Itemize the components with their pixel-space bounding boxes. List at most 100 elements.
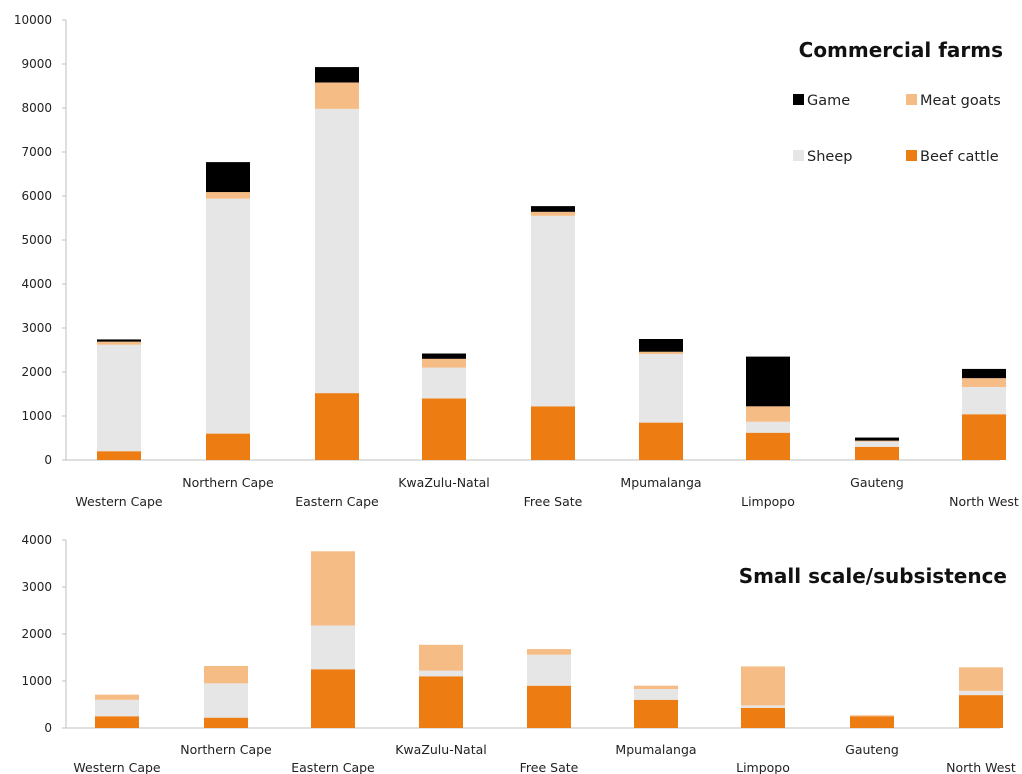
chart1-category-label: Gauteng — [850, 475, 904, 490]
chart1-bar-meat-goats — [531, 211, 575, 216]
chart2-bar-meat-goats — [419, 644, 463, 671]
chart2-category-label: Mpumalanga — [615, 742, 696, 757]
chart1-category-label: KwaZulu-Natal — [398, 475, 490, 490]
chart1-bar-meat-goats — [97, 341, 141, 345]
chart2-category-label: Western Cape — [73, 760, 161, 774]
chart1-bar-game — [315, 67, 359, 83]
chart1-legend-swatch — [906, 94, 917, 105]
chart1-y-tick-label: 8000 — [21, 101, 52, 115]
chart2-category-label: Northern Cape — [180, 742, 272, 757]
chart1-bar-sheep — [962, 386, 1006, 415]
chart1-bar-sheep — [206, 198, 250, 434]
chart2-bar-meat-goats — [850, 715, 894, 717]
chart1-bar-beef-cattle — [962, 414, 1006, 460]
chart2-bar-sheep — [95, 699, 139, 717]
chart1-bar-game — [97, 339, 141, 342]
chart1-bar-meat-goats — [639, 351, 683, 354]
chart1-bar-beef-cattle — [315, 393, 359, 460]
chart1-y-tick-label: 6000 — [21, 189, 52, 203]
chart1-y-tick-label: 10000 — [14, 13, 52, 27]
chart1-category-label: North West — [949, 494, 1019, 509]
chart1-bar-meat-goats — [746, 406, 790, 422]
chart2-category-label: Gauteng — [845, 742, 899, 757]
chart1-y-tick-label: 1000 — [21, 409, 52, 423]
chart2-bar-sheep — [419, 670, 463, 677]
chart1-category-label: Western Cape — [75, 494, 163, 509]
chart1-y-tick-label: 9000 — [21, 57, 52, 71]
chart2-bar-sheep — [204, 683, 248, 718]
chart2-bar-meat-goats — [204, 665, 248, 684]
chart1-y-tick-label: 2000 — [21, 365, 52, 379]
chart1-bar-sheep — [639, 353, 683, 423]
chart2-bar-meat-goats — [527, 649, 571, 655]
chart2-y-tick-label: 1000 — [21, 674, 52, 688]
chart2-bar-meat-goats — [741, 666, 785, 706]
chart1-bar-game — [962, 368, 1006, 379]
chart1-bar-beef-cattle — [855, 446, 899, 460]
chart1-bar-game — [206, 162, 250, 193]
chart1-bar-sheep — [315, 108, 359, 394]
chart1-legend-label: Beef cattle — [920, 149, 999, 165]
chart1-legend-label: Meat goats — [920, 93, 1001, 109]
chart1-y-tick-label: 7000 — [21, 145, 52, 159]
chart2-bar-meat-goats — [634, 685, 678, 689]
chart1-bar-meat-goats — [962, 378, 1006, 387]
chart1-bar-meat-goats — [315, 82, 359, 109]
chart2-y-tick-label: 2000 — [21, 627, 52, 641]
chart1-bar-beef-cattle — [531, 406, 575, 460]
chart1-bar-game — [746, 356, 790, 407]
chart1-bar-sheep — [97, 344, 141, 452]
chart2-bar-meat-goats — [95, 694, 139, 700]
chart1-category-label: Mpumalanga — [620, 475, 701, 490]
chart2-y-tick-label: 4000 — [21, 533, 52, 547]
chart1-legend-swatch — [793, 94, 804, 105]
chart2-bar-beef-cattle — [204, 717, 248, 728]
chart2-bar-sheep — [959, 690, 1003, 696]
chart2-y-tick-label: 0 — [44, 721, 52, 735]
chart2-bar-meat-goats — [311, 551, 355, 626]
chart2-category-label: North West — [946, 760, 1016, 774]
chart1-bar-sheep — [531, 215, 575, 407]
chart2-bar-beef-cattle — [527, 685, 571, 728]
chart2-y-tick-label: 3000 — [21, 580, 52, 594]
chart2-bar-sheep — [634, 688, 678, 700]
chart2-bar-beef-cattle — [741, 707, 785, 728]
chart1-bar-game — [531, 206, 575, 212]
chart2-bar-beef-cattle — [95, 716, 139, 728]
chart1-bar-game — [422, 353, 466, 359]
chart2-bar-sheep — [741, 705, 785, 708]
chart2-bar-beef-cattle — [850, 716, 894, 728]
chart1-bar-beef-cattle — [97, 451, 141, 460]
chart1-bar-beef-cattle — [422, 398, 466, 460]
chart1-y-tick-label: 5000 — [21, 233, 52, 247]
chart2-bar-sheep — [311, 625, 355, 670]
chart1-title: Commercial farms — [799, 38, 1003, 62]
chart1-bar-sheep — [422, 367, 466, 399]
chart2-category-label: Limpopo — [736, 760, 790, 774]
chart1-legend-label: Game — [807, 93, 850, 109]
chart1-bar-beef-cattle — [746, 432, 790, 460]
chart2-bar-beef-cattle — [419, 676, 463, 728]
chart1-legend-swatch — [906, 150, 917, 161]
chart2-category-label: Free Sate — [520, 760, 579, 774]
chart1-y-tick-label: 3000 — [21, 321, 52, 335]
chart1-bar-game — [855, 437, 899, 441]
chart1-legend-swatch — [793, 150, 804, 161]
chart2-bar-beef-cattle — [311, 669, 355, 728]
chart1-bar-meat-goats — [206, 192, 250, 199]
chart1-category-label: Eastern Cape — [295, 494, 379, 509]
chart1-bar-sheep — [746, 421, 790, 433]
chart1-legend-label: Sheep — [807, 149, 852, 165]
chart1-bar-meat-goats — [855, 440, 899, 442]
chart1-bar-beef-cattle — [206, 433, 250, 460]
chart1-category-label: Free Sate — [524, 494, 583, 509]
chart2-bar-beef-cattle — [634, 699, 678, 728]
chart2-category-label: Eastern Cape — [291, 760, 375, 774]
chart1-y-tick-label: 4000 — [21, 277, 52, 291]
chart2-bar-beef-cattle — [959, 695, 1003, 728]
chart1-bar-meat-goats — [422, 358, 466, 368]
chart1-y-tick-label: 0 — [44, 453, 52, 467]
chart2-category-label: KwaZulu-Natal — [395, 742, 487, 757]
